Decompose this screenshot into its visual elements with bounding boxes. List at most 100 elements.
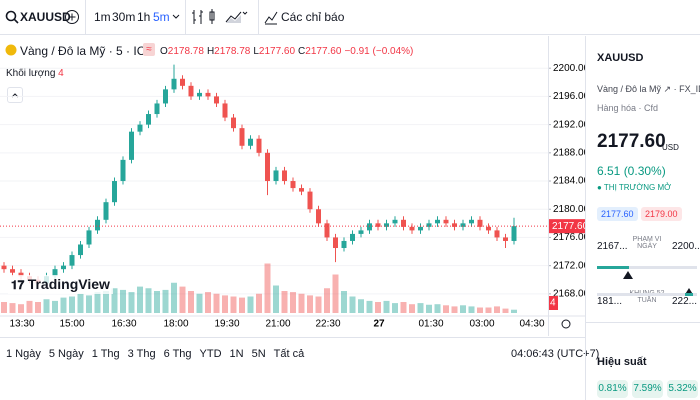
volume-bar <box>247 296 254 313</box>
volume-bar <box>128 292 135 313</box>
range-button[interactable]: 5 Ngày <box>48 348 84 360</box>
volume-bar <box>307 295 313 313</box>
volume-bar <box>460 305 466 313</box>
volume-bar <box>86 295 92 313</box>
range-button[interactable]: 1 Ngày <box>6 348 41 360</box>
y-tick-label: 2176.00 <box>553 232 585 243</box>
x-tick-label: 19:30 <box>214 319 239 330</box>
candle-body <box>469 219 474 224</box>
candle-body <box>120 159 126 182</box>
year-range-bar <box>597 293 697 296</box>
chart-type-icons[interactable] <box>190 8 260 26</box>
candle-body <box>239 128 245 146</box>
interval-active[interactable]: 5m <box>153 10 170 24</box>
interval[interactable]: 30m <box>112 10 136 24</box>
indicator-icon[interactable] <box>264 9 278 25</box>
candle-body <box>503 237 508 241</box>
y-tick-label: 2180.00 <box>553 204 585 215</box>
divider <box>185 0 186 34</box>
panel-currency: USD <box>662 143 679 152</box>
y-tick-label: 2188.00 <box>553 147 585 158</box>
exchange: FX_IDC <box>679 84 700 94</box>
day-title: PHẠM VI NGÀY <box>632 236 662 250</box>
divider <box>0 337 585 338</box>
candle-body <box>452 223 457 227</box>
chevron[interactable] <box>171 12 181 22</box>
range-button[interactable]: 5N <box>251 348 266 360</box>
volume-bar <box>222 295 228 313</box>
range-button[interactable]: Tất cả <box>273 348 305 360</box>
panel-status: ● THỊ TRƯỜNG MỞ <box>597 183 671 192</box>
candle-body <box>299 188 304 192</box>
volume-bar <box>188 291 194 313</box>
divider <box>85 0 86 34</box>
volume-bar <box>324 288 330 313</box>
volume-bar <box>213 293 220 313</box>
panel-category: Hàng hóa · Cfd <box>597 103 659 113</box>
volume-bar <box>281 291 288 313</box>
volume-bar <box>145 288 152 313</box>
panel-name[interactable]: Vàng / Đô la Mỹ ↗ · FX_IDC <box>597 84 700 95</box>
bid: 2177.60 <box>597 207 638 221</box>
candle-body <box>401 219 406 227</box>
candle-body <box>103 202 109 220</box>
candle-body <box>214 96 219 104</box>
volume-bar <box>383 300 390 313</box>
range-button[interactable]: 3 Thg <box>127 348 156 360</box>
search-icon[interactable] <box>5 10 19 24</box>
range-button[interactable]: 1 Thg <box>91 348 120 360</box>
candle-body <box>256 138 262 153</box>
volume-bar <box>315 296 322 313</box>
range-button[interactable]: 6 Thg <box>163 348 192 360</box>
price-axis-border <box>548 36 549 336</box>
candle-body <box>69 255 75 266</box>
legend-name: Vàng / Đô la Mỹ · 5 · ICE <box>20 44 154 58</box>
volume-title: Khối lượng <box>6 68 56 79</box>
candle-body <box>273 170 279 182</box>
volume-bar <box>26 300 33 313</box>
name: Vàng / Đô la Mỹ <box>597 84 662 94</box>
symbol[interactable]: XAUUSD <box>20 10 71 24</box>
candle-body <box>61 265 66 270</box>
ohlc-value: 2177.60 <box>305 46 342 57</box>
settings-icon[interactable] <box>561 319 571 329</box>
volume-bar <box>52 300 58 313</box>
ask: 2179.00 <box>641 207 682 221</box>
volume-bar <box>477 307 483 313</box>
candle-body <box>205 92 211 97</box>
volume-bar <box>179 286 186 313</box>
volume-tag <box>548 296 558 310</box>
ohlc-key: O <box>160 46 168 57</box>
candle-body <box>137 124 143 132</box>
tradingview-logo[interactable]: 𝟏𝟕 TradingView <box>8 275 113 294</box>
add-button[interactable] <box>64 9 80 25</box>
perf-box: 5.32% <box>667 380 698 398</box>
symbol-logo <box>5 44 17 56</box>
status: THỊ TRƯỜNG MỞ <box>603 183 671 192</box>
panel-change: 6.51 (0.30%) <box>597 164 666 178</box>
volume-bar <box>239 297 245 313</box>
candle-body <box>18 272 24 277</box>
status-badge[interactable]: ≈ <box>143 43 155 56</box>
interval[interactable]: 1h <box>137 10 151 24</box>
candle-body <box>384 223 389 227</box>
volume-bar <box>366 300 373 313</box>
day-range-bar <box>597 266 697 269</box>
interval[interactable]: 1m <box>94 10 111 24</box>
candle-body <box>248 138 253 146</box>
volume-bar <box>205 292 211 313</box>
ohlc-value: 2178.78 <box>167 46 204 57</box>
logo-text: TradingView <box>27 276 110 292</box>
range-button[interactable]: 1N <box>229 348 244 360</box>
volume-bar <box>332 274 339 313</box>
indicators-button[interactable]: Các chỉ báo <box>281 10 345 24</box>
volume-bar <box>468 306 475 313</box>
range-button[interactable]: YTD <box>199 348 222 360</box>
candle-body <box>10 269 15 273</box>
last-price-label: 2177.60 <box>552 221 585 232</box>
candle-body <box>333 237 338 249</box>
candle-body <box>146 114 151 125</box>
perf-box: 0.81% <box>597 380 628 398</box>
volume-bar <box>230 296 237 313</box>
